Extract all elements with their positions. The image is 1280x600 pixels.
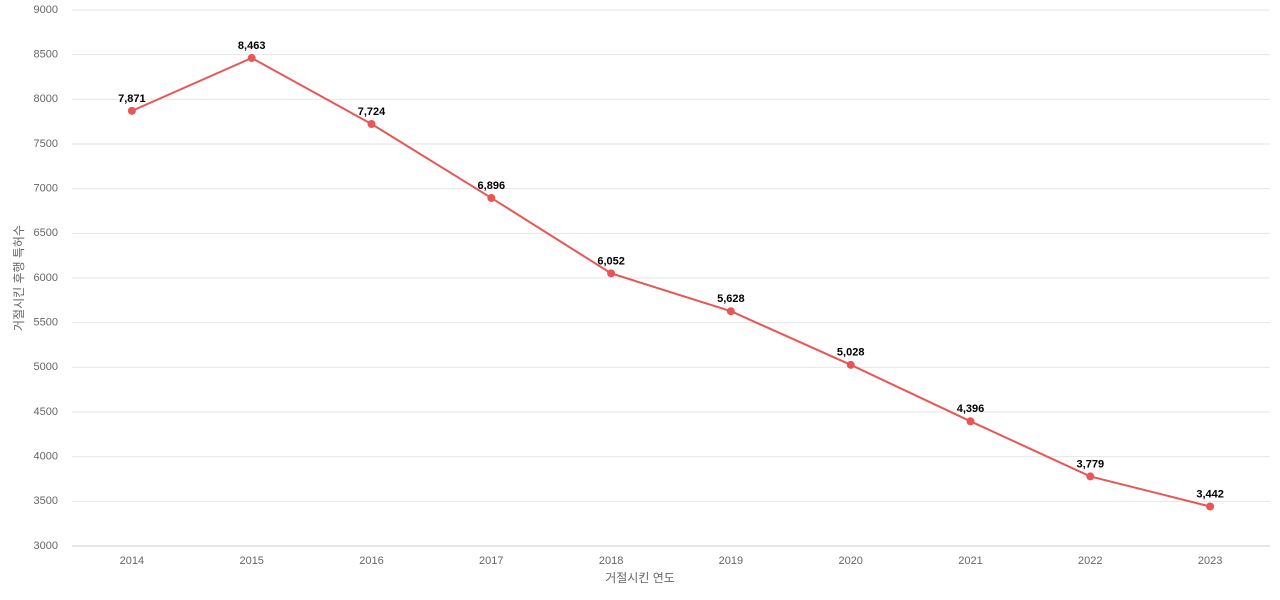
data-label: 4,396 [957, 403, 985, 415]
data-line [131, 56, 1211, 508]
data-label: 8,463 [238, 40, 266, 52]
data-label: 5,628 [717, 293, 745, 305]
y-tick-label: 5000 [34, 361, 58, 373]
y-axis-label: 거절시킨 후행 특허수 [11, 225, 26, 331]
data-point [846, 360, 855, 369]
x-tick-label: 2018 [599, 555, 623, 567]
data-point [367, 119, 376, 128]
data-point [1086, 472, 1095, 481]
data-point [487, 193, 496, 202]
data-point [127, 106, 136, 115]
x-tick-label: 2016 [359, 555, 383, 567]
x-tick-label: 2014 [120, 555, 144, 567]
y-tick-label: 8000 [34, 93, 58, 105]
data-label: 3,442 [1196, 488, 1224, 500]
x-axis-label: 거절시킨 연도 [605, 571, 675, 585]
x-tick-label: 2019 [719, 555, 743, 567]
data-label: 6,052 [597, 255, 625, 267]
y-tick-label: 5500 [34, 317, 58, 329]
data-point [726, 307, 735, 316]
data-label: 3,779 [1077, 458, 1105, 470]
y-tick-label: 8500 [34, 49, 58, 61]
data-label: 6,896 [478, 180, 506, 192]
x-tick-label: 2023 [1198, 555, 1222, 567]
y-tick-label: 7500 [34, 138, 58, 150]
y-tick-label: 3500 [34, 495, 58, 507]
data-point [607, 269, 616, 278]
y-tick-label: 4000 [34, 451, 58, 463]
x-tick-label: 2022 [1078, 555, 1102, 567]
y-tick-label: 9000 [34, 4, 58, 16]
y-tick-label: 7000 [34, 183, 58, 195]
x-tick-label: 2017 [479, 555, 503, 567]
x-tick-label: 2021 [958, 555, 982, 567]
y-tick-label: 6500 [34, 227, 58, 239]
y-tick-label: 4500 [34, 406, 58, 418]
data-label: 5,028 [837, 347, 865, 359]
data-label: 7,871 [118, 93, 146, 105]
y-tick-label: 6000 [34, 272, 58, 284]
data-point [966, 417, 975, 426]
x-tick-label: 2015 [239, 555, 263, 567]
y-tick-label: 3000 [34, 540, 58, 552]
data-point [1206, 502, 1215, 511]
data-label: 7,724 [358, 106, 386, 118]
x-tick-label: 2020 [838, 555, 862, 567]
data-point [247, 53, 256, 62]
